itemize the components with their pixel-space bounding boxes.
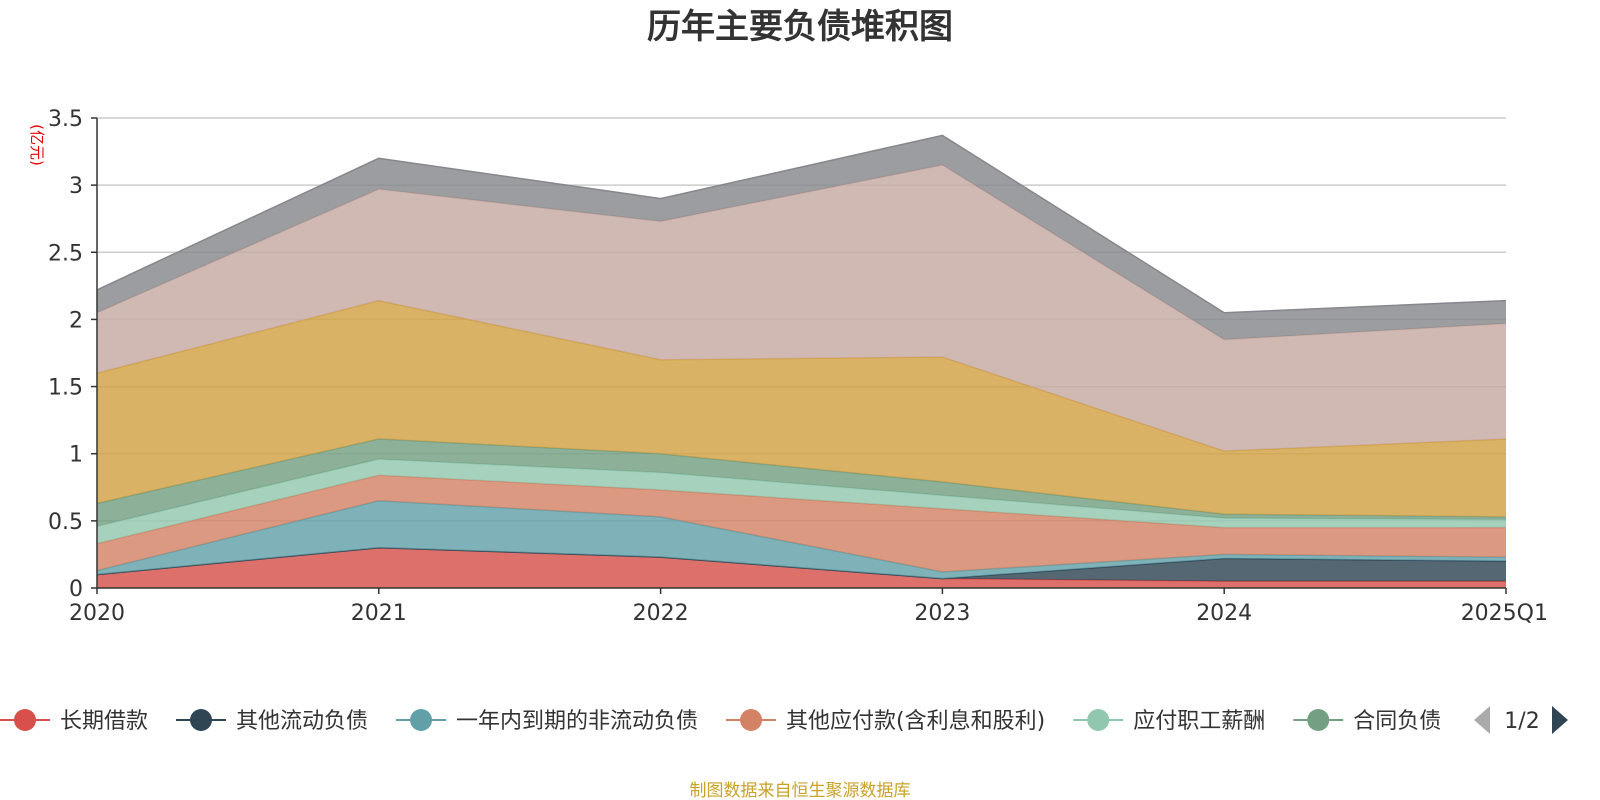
y-tick-label: 2: [69, 308, 83, 333]
legend-marker-icon: [190, 709, 213, 731]
legend-item[interactable]: 长期借款: [0, 709, 148, 734]
legend-label: 合同负债: [1353, 709, 1441, 734]
legend-marker-icon: [740, 709, 763, 731]
legend[interactable]: 长期借款 其他流动负债 一年内到期的非流动负债 其他应付款(含利息和股利) 应付职工薪酬…: [0, 698, 1600, 742]
legend-marker-icon: [14, 709, 36, 731]
y-tick-label: 2.5: [48, 241, 83, 266]
legend-item[interactable]: 应付职工薪酬: [1073, 709, 1265, 734]
y-tick-label: 0.5: [48, 510, 83, 535]
legend-label: 一年内到期的非流动负债: [456, 709, 698, 734]
area-series-7: [97, 300, 1506, 517]
legend-item[interactable]: 其他流动负债: [176, 709, 368, 734]
area-series-2: [97, 547, 1506, 582]
legend-item[interactable]: 合同负债: [1293, 709, 1441, 734]
area-series-line-9: [96, 134, 1507, 314]
x-tick-label: 2022: [633, 601, 689, 626]
y-tick-label: 3.5: [48, 107, 83, 132]
y-tick-label: 3: [69, 174, 83, 199]
triangle-left-icon[interactable]: [1474, 706, 1490, 734]
area-series-5: [97, 459, 1506, 544]
legend-label: 应付职工薪酬: [1133, 709, 1265, 734]
legend-item[interactable]: 其他应付款(含利息和股利): [726, 709, 1045, 734]
axes: 0 0.5 1 1.5 2 2.5 3 3.5 2020 2021 2022 2023 2024 2025…: [48, 107, 1548, 626]
x-tick-label: 2025Q1: [1461, 601, 1548, 626]
area-series-8: [97, 165, 1506, 452]
legend-label: 长期借款: [60, 709, 148, 734]
legend-label: 其他流动负债: [236, 709, 368, 734]
area-series-6: [97, 438, 1506, 527]
triangle-right-icon[interactable]: [1552, 706, 1568, 734]
legend-page-indicator: 1/2: [1504, 709, 1539, 734]
x-tick-label: 2023: [914, 601, 970, 626]
legend-marker-icon: [1087, 709, 1110, 731]
legend-pager[interactable]: 1/2: [1468, 698, 1600, 742]
y-tick-label: 1: [69, 443, 83, 468]
legend-label: 其他应付款(含利息和股利): [786, 709, 1045, 734]
legend-marker-icon: [1307, 709, 1330, 731]
x-tick-label: 2020: [69, 601, 125, 626]
x-tick-label: 2024: [1196, 601, 1252, 626]
chart-title: 历年主要负债堆积图: [647, 7, 953, 47]
y-tick-label: 0: [69, 577, 83, 602]
data-source-note: 制图数据来自恒生聚源数据库: [690, 781, 911, 800]
area-series-9: [97, 135, 1506, 340]
area-series-line-7: [96, 299, 1507, 452]
legend-item[interactable]: 一年内到期的非流动负债: [396, 709, 698, 734]
y-tick-label: 1.5: [48, 376, 83, 401]
x-tick-label: 2021: [351, 601, 407, 626]
y-axis-unit-label: (亿元): [28, 124, 46, 166]
legend-marker-icon: [410, 709, 433, 731]
area-series-group: [96, 134, 1507, 588]
area-series-4: [97, 475, 1506, 572]
